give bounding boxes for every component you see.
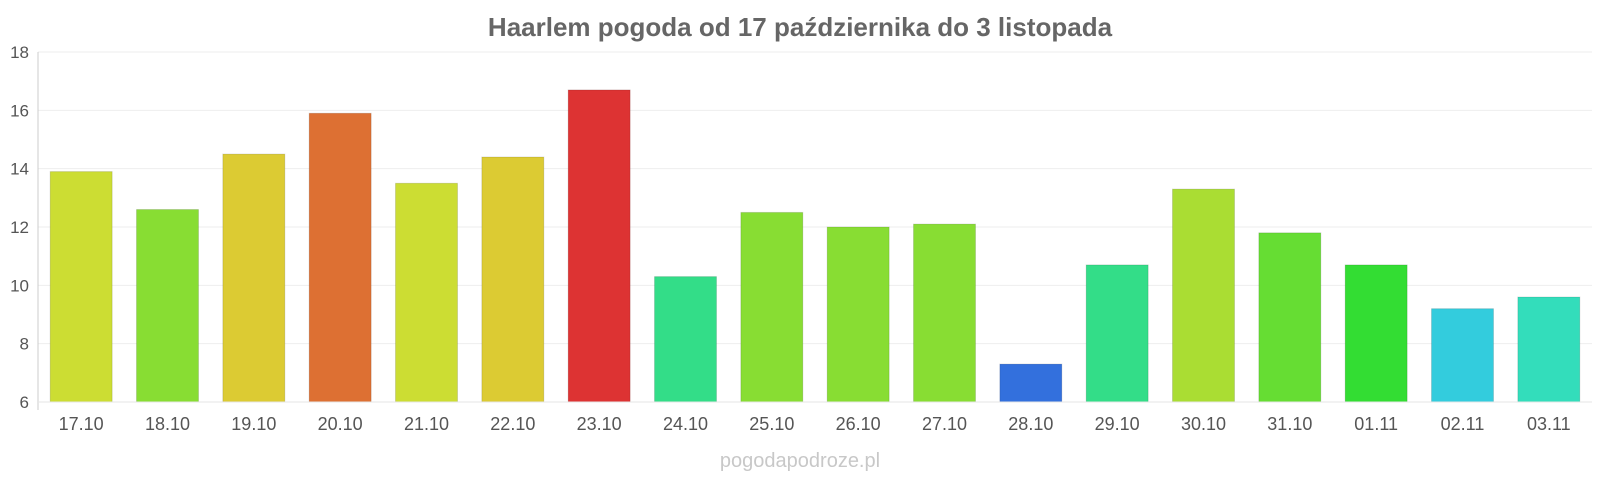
x-tick-label: 19.10 xyxy=(231,414,276,434)
bar-22.10 xyxy=(481,156,545,403)
y-tick-label: 18 xyxy=(10,43,29,62)
x-axis: 17.10 18.10 19.10 20.10 21.10 22.10 23.10 24.10… xyxy=(38,401,1592,434)
x-tick-label: 22.10 xyxy=(490,414,535,434)
y-tick-label: 6 xyxy=(20,393,29,412)
x-tick-label: 28.10 xyxy=(1008,414,1053,434)
bars xyxy=(49,89,1581,403)
y-axis: 6 8 10 12 14 16 18 xyxy=(10,43,39,412)
bar-19.10 xyxy=(222,153,286,403)
bar-31.10 xyxy=(1258,232,1322,403)
x-tick-label: 02.11 xyxy=(1441,414,1485,434)
x-tick-label: 03.11 xyxy=(1527,414,1571,434)
bar-24.10 xyxy=(654,276,717,403)
bar-02.11 xyxy=(1431,308,1494,403)
bar-01.11 xyxy=(1344,264,1408,403)
bar-21.10 xyxy=(395,182,458,403)
y-tick-label: 10 xyxy=(10,276,29,295)
x-tick-label: 26.10 xyxy=(836,414,881,434)
y-tick-label: 12 xyxy=(10,218,29,237)
x-tick-label: 30.10 xyxy=(1181,414,1226,434)
x-tick-label: 17.10 xyxy=(59,414,104,434)
bar-17.10 xyxy=(49,171,113,403)
bar-26.10 xyxy=(826,226,890,403)
x-tick-label: 18.10 xyxy=(145,414,190,434)
y-tick-label: 16 xyxy=(10,101,29,120)
bar-30.10 xyxy=(1172,188,1235,403)
x-tick-label: 23.10 xyxy=(577,414,622,434)
x-tick-label: 27.10 xyxy=(922,414,967,434)
chart-title: Haarlem pogoda od 17 października do 3 l… xyxy=(488,12,1113,42)
bar-25.10 xyxy=(740,211,804,403)
x-tick-label: 01.11 xyxy=(1354,414,1398,434)
x-tick-label: 24.10 xyxy=(663,414,708,434)
bar-28.10 xyxy=(999,363,1063,403)
x-tick-label: 31.10 xyxy=(1267,414,1312,434)
x-tick-label: 25.10 xyxy=(749,414,794,434)
x-tick-label: 21.10 xyxy=(404,414,449,434)
watermark: pogodapodroze.pl xyxy=(720,450,880,472)
x-tick-label: 20.10 xyxy=(318,414,363,434)
x-tick-label: 29.10 xyxy=(1095,414,1140,434)
bar-18.10 xyxy=(136,209,199,403)
y-tick-label: 14 xyxy=(10,160,29,179)
bar-20.10 xyxy=(308,112,372,403)
y-tick-label: 8 xyxy=(20,335,29,354)
grid-lines xyxy=(38,51,1592,403)
bar-23.10 xyxy=(567,89,631,403)
bar-27.10 xyxy=(913,223,976,403)
bar-03.11 xyxy=(1517,296,1581,403)
bar-29.10 xyxy=(1085,264,1149,403)
